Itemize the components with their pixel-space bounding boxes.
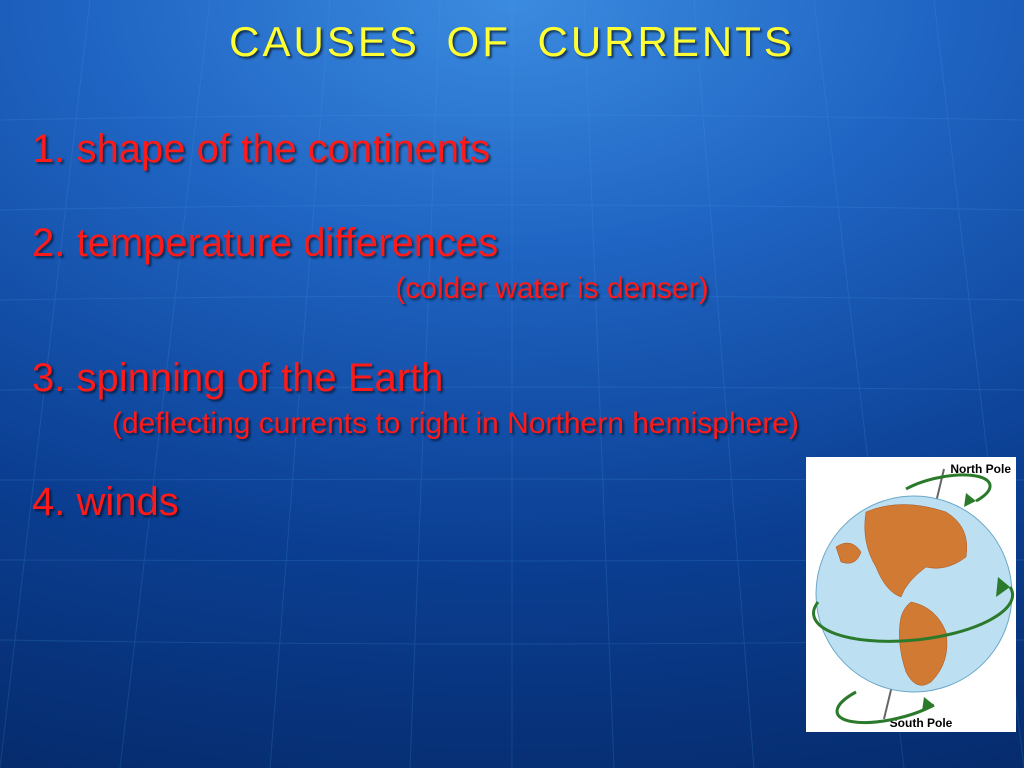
item-subtext: (deflecting currents to right in Norther… xyxy=(32,407,992,442)
item-number: 1. xyxy=(32,127,65,171)
item-text: temperature differences xyxy=(76,221,498,265)
item-text: winds xyxy=(76,480,178,524)
item-subtext: (colder water is denser) xyxy=(32,272,992,307)
list-item: 3. spinning of the Earth (deflecting cur… xyxy=(32,355,992,442)
item-text: shape of the continents xyxy=(76,127,490,171)
slide-title: CAUSES OF CURRENTS xyxy=(32,18,992,66)
item-number: 4. xyxy=(32,480,65,524)
globe-figure: North Pole South Pole xyxy=(806,457,1016,732)
item-text: spinning of the Earth xyxy=(76,356,443,400)
slide: CAUSES OF CURRENTS 1. shape of the conti… xyxy=(0,0,1024,768)
list-item: 2. temperature differences (colder water… xyxy=(32,220,992,307)
item-number: 2. xyxy=(32,221,65,265)
item-number: 3. xyxy=(32,356,65,400)
list-item: 1. shape of the continents xyxy=(32,126,992,172)
